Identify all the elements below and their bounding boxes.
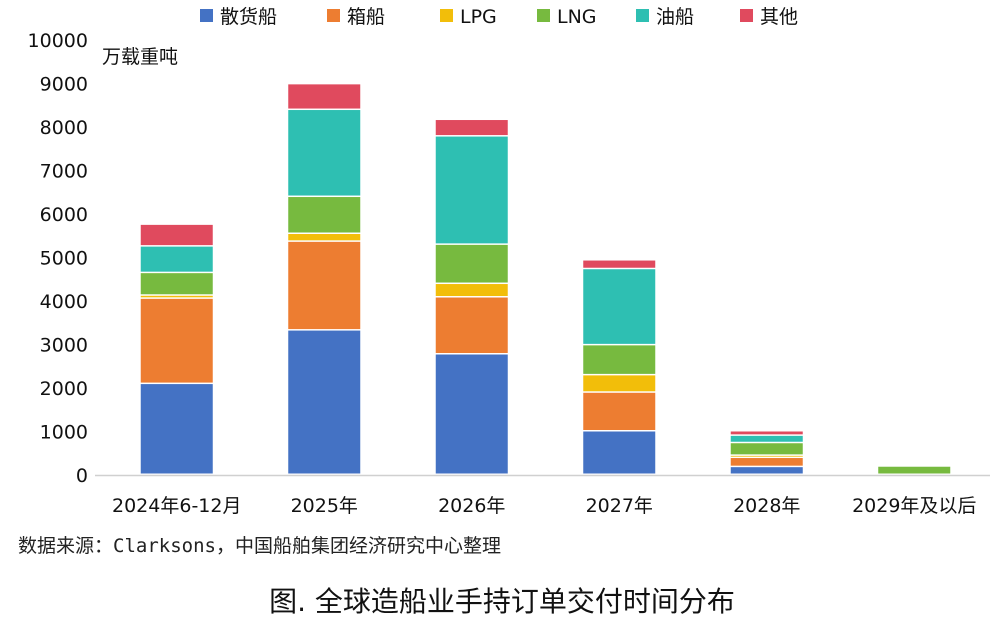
bar-segment — [435, 136, 508, 244]
bar-segment — [288, 241, 361, 330]
legend-label: 箱船 — [347, 6, 385, 28]
x-tick-label: 2028年 — [733, 495, 800, 517]
bar-segment — [730, 467, 803, 474]
bar-segment — [288, 197, 361, 233]
bar-segment — [140, 384, 213, 474]
y-tick-label: 10000 — [28, 30, 88, 52]
bar-segment — [288, 84, 361, 109]
x-tick-label: 2024年6-12月 — [112, 495, 241, 517]
bar-segment — [583, 375, 656, 392]
y-tick-label: 1000 — [40, 422, 88, 444]
bar-segment — [435, 244, 508, 283]
legend-swatch — [537, 9, 550, 22]
bar-segment — [878, 466, 951, 474]
x-tick-label: 2029年及以后 — [852, 495, 976, 517]
x-axis: 2024年6-12月 2025年 2026年 2027年 2028年 2029年及以后 — [112, 495, 976, 517]
legend-label: 其他 — [760, 6, 798, 28]
bar-segment — [288, 330, 361, 474]
bar-segment — [583, 431, 656, 474]
bar-segment — [288, 234, 361, 241]
y-tick-label: 8000 — [40, 117, 88, 139]
legend: 散货船 箱船 LPG LNG 油船 其他 — [200, 6, 798, 28]
y-tick-label: 6000 — [40, 204, 88, 226]
bar-segment — [140, 224, 213, 246]
bar-segment — [435, 284, 508, 297]
y-tick-label: 0 — [76, 465, 88, 487]
bar-segment — [435, 354, 508, 474]
y-tick-label: 2000 — [40, 378, 88, 400]
y-tick-label: 7000 — [40, 161, 88, 183]
bar-segment — [730, 455, 803, 457]
bar-segment — [730, 443, 803, 455]
bar-segment — [140, 246, 213, 272]
legend-swatch — [440, 9, 453, 22]
legend-swatch — [636, 9, 649, 22]
bar-segment — [140, 295, 213, 298]
x-tick-label: 2027年 — [586, 495, 653, 517]
stacked-bar-chart: 散货船 箱船 LPG LNG 油船 其他 万载重吨 0 1000 2000 3000 4000 50… — [28, 6, 990, 517]
bar-segment — [140, 273, 213, 295]
bar-segment — [583, 345, 656, 374]
x-tick-label: 2026年 — [438, 495, 505, 517]
y-tick-label: 3000 — [40, 335, 88, 357]
figure-caption: 图. 全球造船业手持订单交付时间分布 — [269, 585, 735, 618]
legend-swatch — [200, 9, 213, 22]
bar-segment — [730, 435, 803, 442]
bar-segment — [583, 392, 656, 430]
legend-label: LPG — [460, 6, 497, 28]
legend-label: LNG — [557, 6, 597, 28]
bar-segment — [140, 298, 213, 383]
bar-segment — [583, 260, 656, 268]
bar-segment — [583, 269, 656, 344]
y-tick-label: 4000 — [40, 291, 88, 313]
bar-segment — [435, 297, 508, 354]
bar-segment — [288, 110, 361, 196]
bar-segment — [435, 120, 508, 136]
bar-segment — [730, 431, 803, 435]
source-note: 数据来源：Clarksons，中国船舶集团经济研究中心整理 — [18, 535, 501, 557]
legend-swatch — [740, 9, 753, 22]
x-tick-label: 2025年 — [291, 495, 358, 517]
bar-segment — [730, 458, 803, 466]
legend-swatch — [327, 9, 340, 22]
legend-label: 散货船 — [220, 6, 277, 28]
legend-label: 油船 — [656, 6, 694, 28]
y-tick-label: 9000 — [40, 74, 88, 96]
y-axis-label: 万载重吨 — [102, 46, 178, 68]
bars — [140, 84, 951, 474]
y-tick-label: 5000 — [40, 248, 88, 270]
y-axis: 0 1000 2000 3000 4000 5000 6000 7000 8000 9000 100… — [28, 30, 88, 487]
